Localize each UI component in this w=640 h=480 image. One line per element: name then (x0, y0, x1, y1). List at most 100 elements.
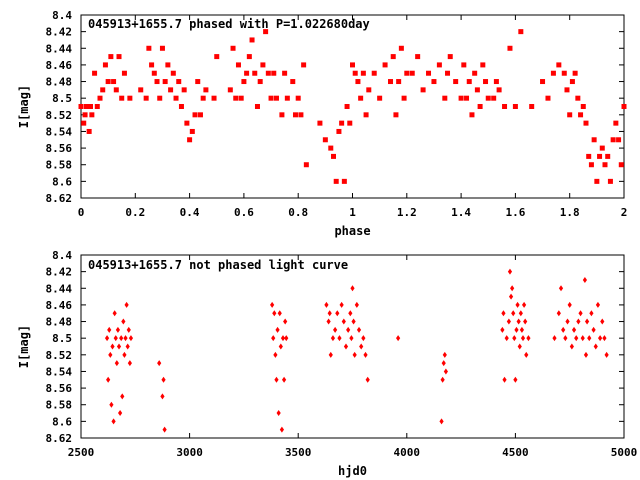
data-point (283, 318, 288, 325)
data-point (349, 335, 354, 342)
data-point (502, 104, 508, 109)
data-point (616, 137, 622, 143)
data-point (420, 87, 426, 93)
data-point (605, 153, 611, 159)
data-point (143, 95, 149, 101)
data-point (214, 54, 220, 60)
data-point (178, 104, 184, 109)
data-point (279, 426, 285, 433)
data-point (545, 95, 551, 101)
data-point (276, 410, 281, 417)
data-point (97, 95, 103, 101)
data-point (165, 62, 171, 68)
data-point (524, 351, 529, 358)
data-point (398, 45, 404, 51)
data-point (578, 310, 583, 317)
data-point (344, 104, 350, 109)
y-tick-label: 8.52 (46, 349, 73, 362)
data-point (519, 326, 525, 333)
data-point (328, 351, 333, 358)
data-point (571, 326, 577, 333)
data-point (602, 335, 607, 342)
data-point (115, 326, 121, 333)
data-point (501, 310, 506, 317)
data-point (563, 335, 568, 342)
data-point (102, 62, 108, 68)
data-point (89, 112, 95, 118)
data-point (244, 70, 250, 76)
data-point (277, 310, 282, 317)
data-point (189, 128, 195, 134)
data-point (575, 95, 581, 101)
data-point (241, 79, 247, 85)
data-point (431, 79, 437, 85)
data-point (339, 301, 344, 308)
data-point (441, 360, 446, 367)
x-tick-label: 3500 (285, 446, 312, 459)
data-point (352, 70, 358, 76)
data-point (82, 112, 88, 118)
data-point (230, 45, 236, 51)
data-point (515, 301, 520, 308)
data-point (453, 79, 459, 85)
data-point (157, 95, 163, 101)
data-point (442, 95, 448, 101)
data-point (335, 310, 340, 317)
data-point (88, 104, 94, 109)
data-point (351, 318, 356, 325)
data-point (401, 95, 407, 101)
data-point (593, 343, 598, 350)
data-point (154, 79, 160, 85)
data-point (469, 112, 475, 118)
data-point (116, 343, 122, 350)
data-point (613, 120, 619, 126)
data-point (496, 87, 502, 93)
data-point (458, 95, 464, 101)
data-point (561, 70, 567, 76)
data-point (436, 62, 442, 68)
data-point (197, 112, 203, 118)
data-point (161, 376, 166, 383)
data-point (279, 112, 285, 118)
data-point (447, 54, 453, 60)
y-tick-label: 8.48 (46, 316, 73, 329)
y-tick-label: 8.42 (46, 266, 73, 279)
x-tick-label: 4000 (394, 446, 421, 459)
data-point (203, 87, 209, 93)
data-point (526, 335, 531, 342)
data-point (348, 310, 353, 317)
data-point (618, 162, 624, 168)
data-point (227, 87, 233, 93)
data-point (94, 104, 100, 109)
data-point (271, 70, 277, 76)
data-point (181, 87, 187, 93)
data-point (350, 285, 355, 292)
data-point (282, 70, 288, 76)
y-tick-label: 8.42 (46, 26, 73, 39)
data-point (621, 104, 627, 109)
data-point (396, 335, 401, 342)
y-tick-label: 8.46 (46, 299, 73, 312)
data-point (464, 95, 470, 101)
data-point (552, 335, 557, 342)
data-point (523, 318, 528, 325)
data-point (404, 70, 410, 76)
data-point (86, 128, 92, 134)
data-point (529, 104, 535, 109)
data-point (572, 70, 578, 76)
data-point (363, 351, 368, 358)
data-point (366, 87, 372, 93)
data-point (365, 376, 370, 383)
data-point (390, 54, 396, 60)
data-point (107, 326, 112, 333)
data-point (104, 335, 110, 342)
data-point (359, 343, 364, 350)
data-point (409, 70, 415, 76)
data-point (246, 54, 252, 60)
data-point (78, 104, 84, 109)
data-point (146, 45, 152, 51)
x-tick-label: 3000 (176, 446, 203, 459)
data-point (550, 70, 556, 76)
data-point (485, 95, 491, 101)
data-point (506, 318, 511, 325)
